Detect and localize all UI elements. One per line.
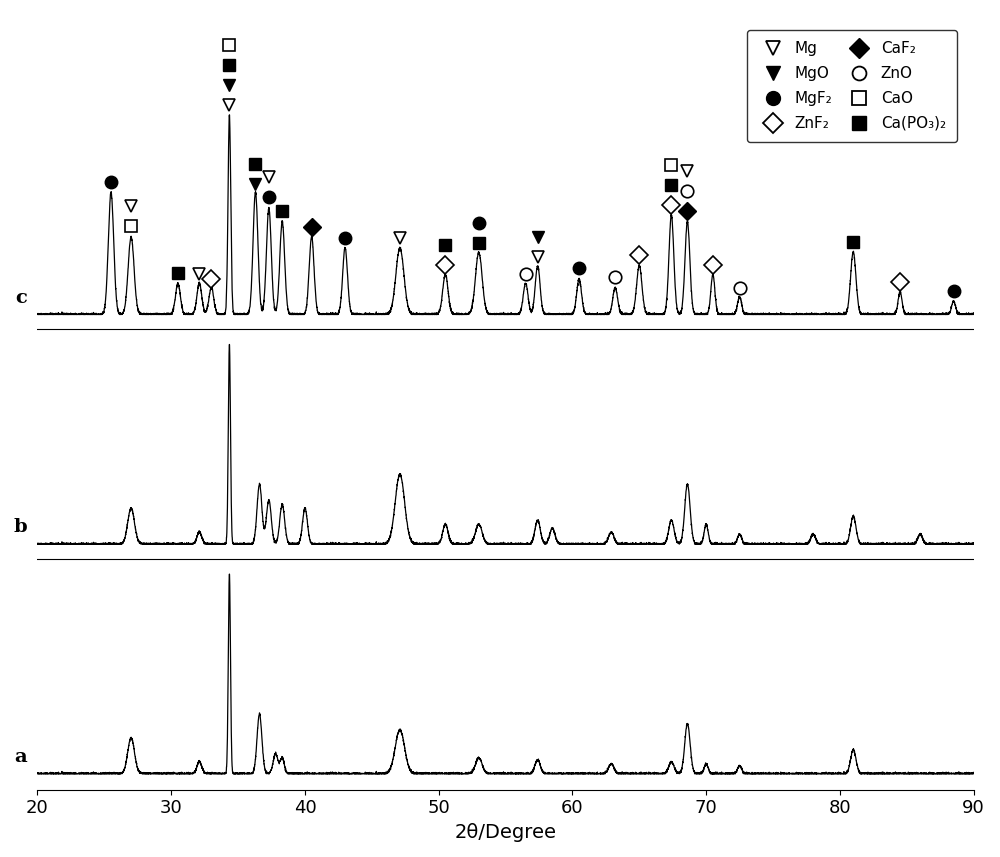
Text: b: b	[13, 518, 27, 536]
Text: a: a	[14, 748, 27, 766]
Text: c: c	[15, 289, 27, 307]
X-axis label: 2θ/Degree: 2θ/Degree	[455, 823, 557, 842]
Legend: Mg, MgO, MgF₂, ZnF₂, CaF₂, ZnO, CaO, Ca(PO₃)₂: Mg, MgO, MgF₂, ZnF₂, CaF₂, ZnO, CaO, Ca(…	[747, 30, 957, 141]
